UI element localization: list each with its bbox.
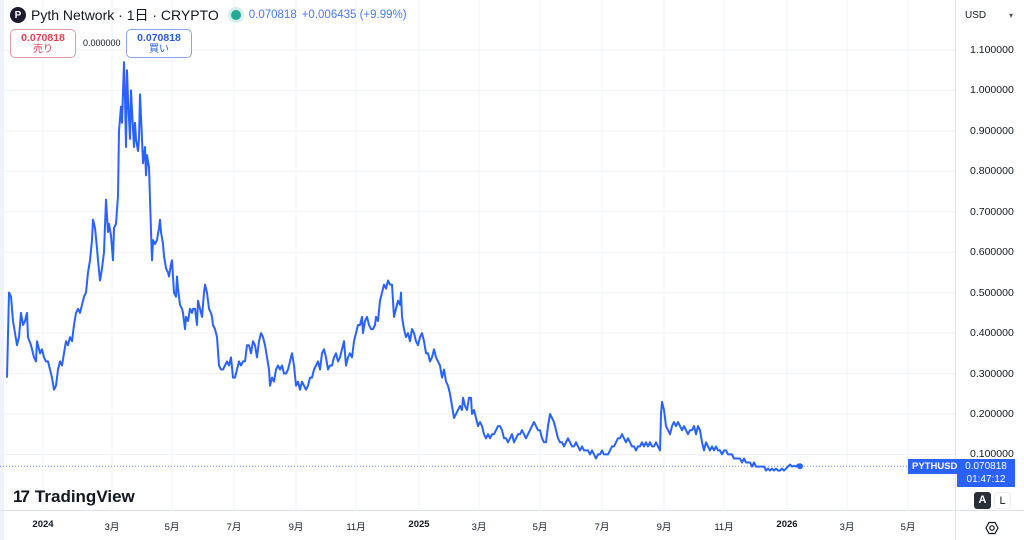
symbol-title[interactable]: Pyth Network · 1日 · CRYPTO [31, 7, 219, 23]
header-change: +0.006435 (+9.99%) [301, 9, 407, 21]
time-tick: 5月 [164, 522, 180, 533]
last-point-marker [797, 463, 803, 470]
time-tick: 7月 [594, 522, 610, 533]
chevron-down-icon: ▾ [1008, 10, 1013, 20]
price-tick: 0.300000 [970, 367, 1014, 380]
price-tick: 0.700000 [970, 205, 1014, 218]
auto-scale-button[interactable]: A [974, 492, 991, 509]
sell-price: 0.070818 [21, 32, 65, 44]
time-tick: 11月 [346, 522, 366, 533]
market-status-icon [230, 10, 241, 20]
time-tick: 3月 [471, 522, 487, 533]
time-tick: 9月 [656, 522, 672, 533]
time-tick: 3月 [104, 522, 120, 533]
price-tick: 0.200000 [970, 408, 1014, 420]
sell-label: 売り [33, 44, 53, 55]
quote: 0.070818 +0.006435 (+9.99%) [249, 9, 407, 21]
last-price-label: 0.070818 01:47:12 [957, 459, 1015, 487]
price-line-chart[interactable] [0, 0, 955, 510]
buy-label: 買い [149, 44, 169, 55]
header-price: 0.070818 [248, 9, 297, 21]
symbol-price-label: PYTHUSD [908, 459, 962, 474]
price-tick: 0.800000 [970, 165, 1014, 178]
time-tick: 5月 [900, 522, 916, 533]
buy-price: 0.070818 [137, 32, 181, 44]
tradingview-mark-icon: 17 [13, 487, 30, 506]
spread-value: 0.000000 [83, 38, 121, 48]
tradingview-wordmark: TradingView [34, 487, 135, 506]
time-tick: 5月 [532, 522, 548, 533]
axis-corner [955, 510, 1024, 540]
time-tick: 3月 [839, 522, 855, 533]
time-tick: 9月 [288, 522, 304, 533]
time-tick: 2026 [776, 519, 798, 530]
currency-select[interactable]: USD ▾ [962, 5, 1016, 25]
left-edge [0, 0, 4, 540]
tradingview-logo[interactable]: 17 TradingView [13, 487, 135, 507]
buy-button[interactable]: 0.070818 買い [126, 29, 192, 58]
time-axis[interactable] [0, 510, 955, 540]
pyth-logo-icon: P [10, 7, 26, 23]
price-tick: 0.500000 [970, 286, 1014, 299]
bar-countdown: 01:47:12 [966, 474, 1006, 485]
price-tick: 1.000000 [970, 84, 1014, 97]
time-tick: 2024 [32, 519, 54, 530]
last-price-value: 0.070818 [965, 461, 1007, 472]
logo-letter: P [14, 9, 22, 21]
price-axis[interactable] [955, 0, 1024, 510]
symbol-header: P Pyth Network · 1日 · CRYPTO 0.070818 +0.… [10, 5, 407, 25]
sell-button[interactable]: 0.070818 売り [10, 29, 76, 58]
price-tick: 0.100000 [970, 448, 1014, 461]
plot-area[interactable] [0, 0, 955, 510]
time-tick: 11月 [714, 522, 734, 533]
log-scale-button[interactable]: L [994, 492, 1011, 509]
currency-value: USD [965, 9, 987, 21]
price-tick: 1.100000 [970, 43, 1014, 56]
price-tick: 0.400000 [970, 327, 1014, 340]
price-tick: 0.900000 [970, 124, 1014, 137]
settings-gear-icon[interactable] [985, 521, 999, 535]
price-tick: 0.600000 [970, 246, 1014, 259]
time-tick: 2025 [408, 519, 430, 530]
time-tick: 7月 [226, 522, 242, 533]
price-series-line [6, 61, 801, 472]
